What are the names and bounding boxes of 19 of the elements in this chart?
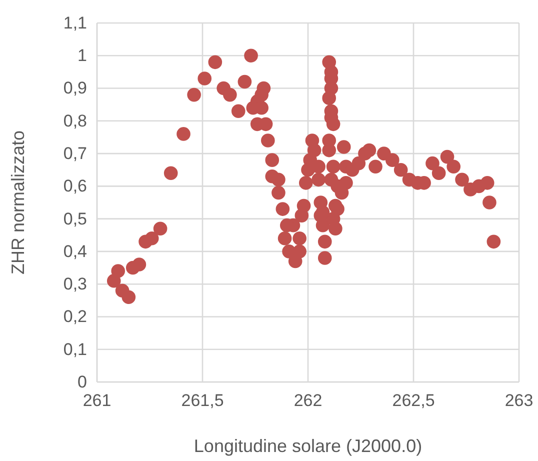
y-tick-label: 1,1 [63, 13, 87, 32]
y-tick-label: 0,6 [63, 176, 87, 196]
y-tick-label: 0 [78, 372, 87, 392]
y-tick-label: 0,7 [63, 144, 87, 163]
y-axis-title: ZHR normalizzato [8, 130, 28, 275]
y-tick-label: 0,4 [63, 242, 87, 261]
x-axis-title: Longitudine solare (J2000.0) [194, 436, 422, 456]
x-tick-label: 262 [294, 391, 322, 410]
y-tick-label: 0,9 [63, 78, 87, 98]
x-tick-label: 262,5 [392, 391, 435, 410]
x-tick-label: 261 [82, 391, 112, 410]
y-tick-label: 0,8 [63, 111, 87, 130]
y-tick-label: 1 [78, 46, 87, 66]
x-tick-label: 261,5 [181, 391, 224, 410]
y-tick-label: 0,1 [63, 340, 87, 359]
y-tick-label: 0,5 [63, 209, 87, 228]
y-tick-label: 0,2 [63, 307, 87, 326]
x-tick-label: 263 [504, 391, 534, 410]
y-tick-label: 0,3 [63, 274, 87, 294]
